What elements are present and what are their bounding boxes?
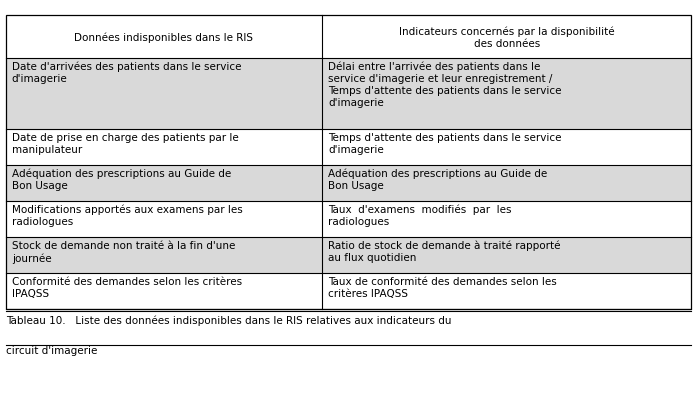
Text: Temps d'attente des patients dans le service
d'imagerie: Temps d'attente des patients dans le ser… <box>328 132 562 154</box>
Text: Données indisponibles dans le RIS: Données indisponibles dans le RIS <box>75 32 253 43</box>
Bar <box>322 202 691 238</box>
Bar <box>6 129 322 165</box>
Bar <box>322 238 691 274</box>
Text: Stock de demande non traité à la fin d'une
journée: Stock de demande non traité à la fin d'u… <box>12 240 235 263</box>
Text: Taux de conformité des demandes selon les
critères IPAQSS: Taux de conformité des demandes selon le… <box>328 276 557 298</box>
Bar <box>322 16 691 59</box>
Text: circuit d'imagerie: circuit d'imagerie <box>6 345 97 355</box>
Bar <box>6 274 322 310</box>
Bar <box>322 59 691 129</box>
Text: Adéquation des prescriptions au Guide de
Bon Usage: Adéquation des prescriptions au Guide de… <box>12 168 231 191</box>
Bar <box>6 16 691 310</box>
Text: Conformité des demandes selon les critères
IPAQSS: Conformité des demandes selon les critèr… <box>12 276 242 298</box>
Text: Modifications apportés aux examens par les
radiologues: Modifications apportés aux examens par l… <box>12 204 243 227</box>
Bar <box>322 129 691 165</box>
Bar <box>6 16 322 59</box>
Text: Tableau 10.   Liste des données indisponibles dans le RIS relatives aux indicate: Tableau 10. Liste des données indisponib… <box>6 315 451 325</box>
Text: Ratio de stock de demande à traité rapporté
au flux quotidien: Ratio de stock de demande à traité rappo… <box>328 240 561 263</box>
Text: Date de prise en charge des patients par le
manipulateur: Date de prise en charge des patients par… <box>12 132 238 154</box>
Bar <box>6 238 322 274</box>
Text: Taux  d'examens  modifiés  par  les
radiologues: Taux d'examens modifiés par les radiolog… <box>328 204 512 227</box>
Bar <box>6 59 322 129</box>
Bar <box>322 274 691 310</box>
Text: Indicateurs concernés par la disponibilité
des données: Indicateurs concernés par la disponibili… <box>399 27 615 49</box>
Bar <box>6 202 322 238</box>
Text: Date d'arrivées des patients dans le service
d'imagerie: Date d'arrivées des patients dans le ser… <box>12 62 241 84</box>
Text: Délai entre l'arrivée des patients dans le
service d'imagerie et leur enregistre: Délai entre l'arrivée des patients dans … <box>328 62 562 108</box>
Bar <box>6 165 322 202</box>
Bar <box>322 165 691 202</box>
Text: Adéquation des prescriptions au Guide de
Bon Usage: Adéquation des prescriptions au Guide de… <box>328 168 548 191</box>
